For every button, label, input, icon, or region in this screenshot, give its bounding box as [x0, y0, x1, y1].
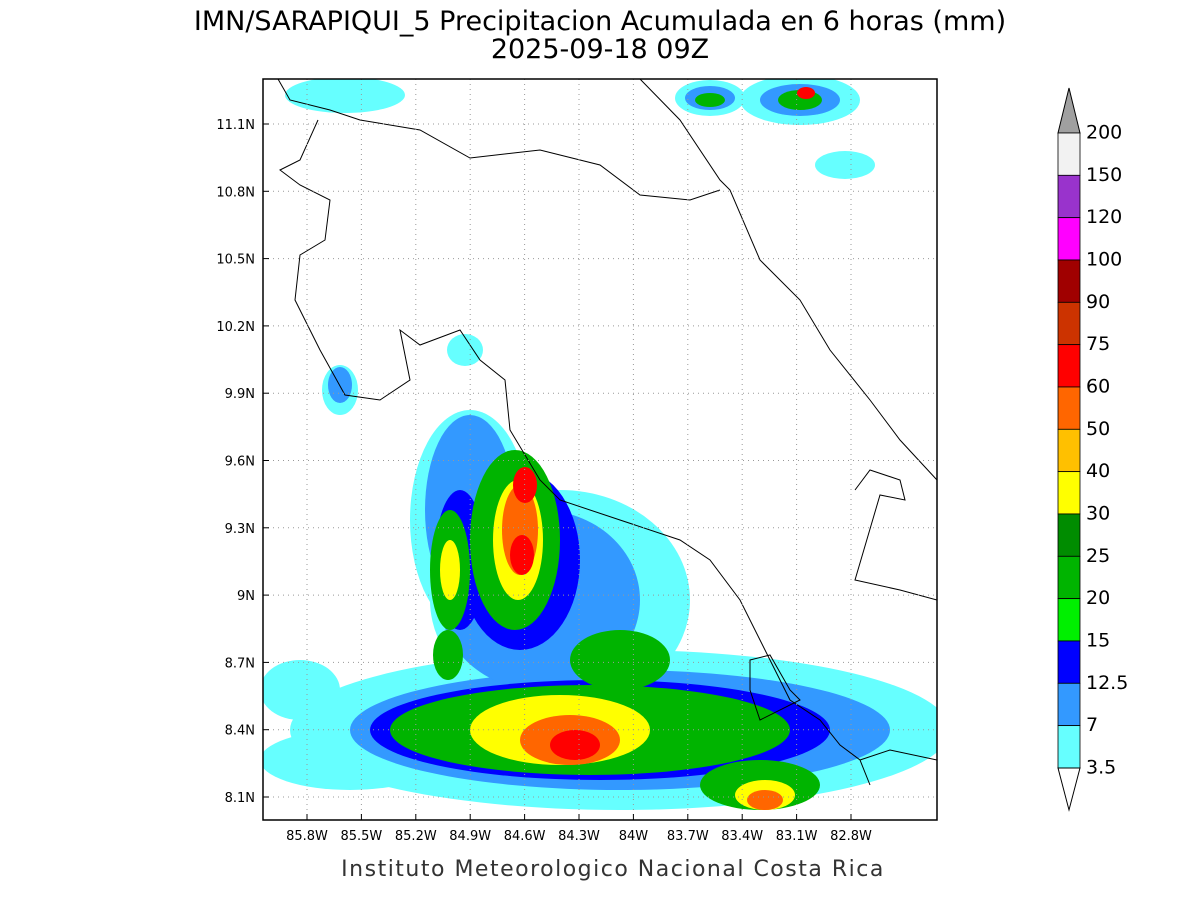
title: IMN/SARAPIQUI_5 Precipitacion Acumulada …	[194, 6, 1006, 37]
lon-label: 85.5W	[340, 829, 382, 844]
colorbar-label: 15	[1086, 629, 1110, 651]
lat-label: 9.9N	[225, 387, 255, 402]
lon-label: 83.4W	[721, 829, 763, 844]
colorbar-label: 120	[1086, 206, 1122, 228]
colorbar-bin	[1057, 471, 1081, 515]
colorbar-label: 100	[1086, 248, 1122, 270]
colorbar-label: 150	[1086, 164, 1122, 186]
lat-label: 10.8N	[216, 185, 255, 200]
lon-label: 83.7W	[667, 829, 709, 844]
colorbar-bin	[1057, 682, 1081, 727]
lat-label: 8.4N	[225, 724, 255, 739]
lon-label: 85.2W	[395, 829, 437, 844]
colorbar-label: 75	[1086, 333, 1110, 355]
colorbar-label: 25	[1086, 545, 1110, 567]
colorbar-label: 30	[1086, 502, 1110, 524]
colorbar: 200 150 120 100 90 75 60 50 40 30 25 20 15 12.5 7 3.5	[1057, 87, 1128, 812]
colorbar-label: 3.5	[1086, 756, 1116, 778]
colorbar-label: 12.5	[1086, 672, 1128, 694]
lat-label: 10.2N	[216, 320, 255, 335]
coastlines	[277, 79, 937, 786]
lat-label: 8.7N	[225, 656, 255, 671]
footer: Instituto Meteorologico Nacional Costa R…	[341, 857, 885, 882]
lat-label: 9N	[237, 589, 255, 604]
colorbar-bin	[1057, 301, 1081, 346]
lat-label: 10.5N	[216, 253, 255, 268]
colorbar-label: 90	[1086, 291, 1110, 313]
lon-label: 83.1W	[776, 829, 818, 844]
lon-label: 85.8W	[286, 829, 328, 844]
lat-label: 8.1N	[225, 791, 255, 806]
colorbar-label: 200	[1086, 122, 1122, 144]
colorbar-bin	[1057, 344, 1081, 388]
colorbar-bin	[1057, 555, 1081, 600]
colorbar-bin	[1057, 217, 1081, 261]
lat-label: 11.1N	[216, 118, 255, 133]
lon-label: 82.8W	[830, 829, 872, 844]
colorbar-label: 7	[1086, 714, 1098, 736]
subtitle: 2025-09-18 09Z	[491, 34, 709, 65]
colorbar-over	[1057, 87, 1081, 134]
colorbar-bin	[1057, 598, 1081, 642]
map-frame	[262, 78, 938, 821]
graticule: 11.1N 10.8N 10.5N 10.2N 9.9N 9.6N 9.3N 9N 8.7N 8.…	[216, 79, 937, 844]
colorbar-label: 50	[1086, 418, 1110, 440]
lon-label: 84.6W	[504, 829, 546, 844]
lon-label: 84W	[619, 829, 649, 844]
colorbar-label: 40	[1086, 460, 1110, 482]
colorbar-bin	[1057, 513, 1081, 557]
colorbar-under	[1057, 767, 1081, 812]
lat-label: 9.6N	[225, 455, 255, 470]
colorbar-label: 20	[1086, 587, 1110, 609]
precipitation-field	[263, 79, 937, 810]
colorbar-bin	[1057, 725, 1081, 769]
colorbar-bin	[1057, 386, 1081, 430]
colorbar-label: 60	[1086, 375, 1110, 397]
colorbar-bin	[1057, 174, 1081, 219]
lat-label: 9.3N	[225, 522, 255, 537]
lon-label: 84.3W	[558, 829, 600, 844]
colorbar-bin	[1057, 640, 1081, 684]
colorbar-bin	[1057, 132, 1081, 176]
lon-label: 84.9W	[449, 829, 491, 844]
field-red	[510, 87, 815, 760]
colorbar-bin	[1057, 428, 1081, 473]
colorbar-bin	[1057, 259, 1081, 303]
